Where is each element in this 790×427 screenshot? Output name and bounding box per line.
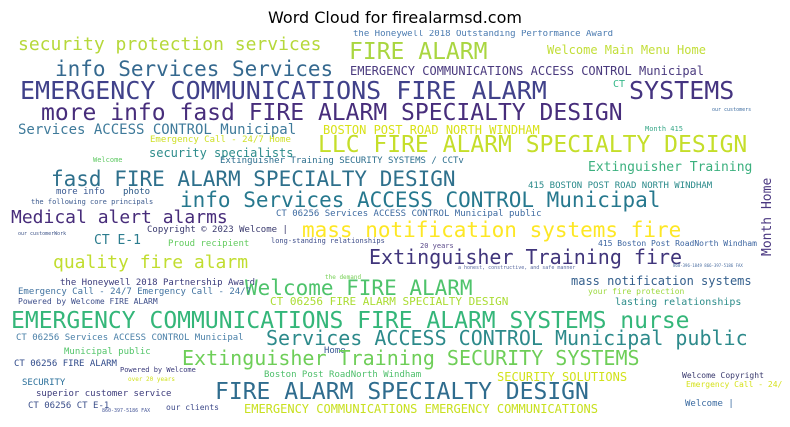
word: CT 06256 CT E-1: [28, 401, 110, 411]
word: superior customer service: [36, 389, 172, 399]
word: the Honeywell 2018 Outstanding Performan…: [353, 30, 614, 39]
word: EMERGENCY COMMUNICATIONS ACCESS CONTROL …: [350, 64, 705, 78]
word: your fire protection: [588, 287, 685, 296]
word: our customerWork: [18, 231, 67, 237]
word: a honest, constructive, and safe manner: [458, 265, 576, 271]
word: Welcome Copyright: [682, 371, 764, 380]
word: Extinguisher Training SECURITY SYSTEMS /…: [220, 156, 464, 166]
word: Services ACCESS CONTROL Municipal: [18, 122, 297, 138]
word: CT 06256 Services ACCESS CONTROL Municip…: [16, 333, 244, 343]
word: Extinguisher Training: [588, 160, 753, 175]
word: EMERGENCY COMMUNICATIONS FIRE ALARM SYST…: [11, 308, 690, 334]
word: Welcome: [93, 156, 123, 164]
word: quality fire alarm: [53, 252, 249, 273]
word: Welcome FIRE ALARM: [245, 276, 473, 300]
word: CT 06256 FIRE ALARM: [14, 359, 117, 369]
word: the Honeywell 2018 Partnership Award: [60, 278, 256, 288]
word: FIRE ALARM SPECIALTY DESIGN: [215, 379, 589, 405]
word: long-standing relationships: [271, 237, 385, 245]
word: EMERGENCY COMMUNICATIONS EMERGENCY COMMU…: [244, 402, 599, 416]
word: security specialists: [149, 146, 294, 160]
word: 415 BOSTON POST ROAD NORTH WINDHAM: [528, 181, 713, 191]
word: Services ACCESS CONTROL Municipal public: [266, 326, 748, 350]
word: SECURITY: [22, 378, 66, 388]
word: 415 Boston Post RoadNorth Windham: [598, 239, 757, 248]
word: mass notification systems: [571, 274, 752, 288]
word: Welcome Main Menu Home: [547, 43, 706, 57]
word: Copyright © 2023 Welcome |: [147, 225, 288, 235]
word: CT E-1: [94, 233, 141, 248]
word: 860-397-5186 FAX: [102, 408, 151, 414]
word: Extinguisher Training SECURITY SYSTEMS: [182, 346, 640, 370]
word: EMERGENCY COMMUNICATIONS FIRE ALARM: [20, 76, 547, 105]
word-cloud: the Honeywell 2018 Outstanding Performan…: [8, 30, 782, 421]
word: info Services Services: [55, 57, 334, 81]
word: mass notification systems fire: [302, 218, 682, 242]
word: lasting relationships: [615, 297, 742, 308]
word: the following core principals: [31, 198, 154, 206]
word: more info: [56, 187, 105, 197]
word: our clients: [166, 403, 219, 412]
word: more info fasd FIRE ALARM SPECIALTY DESI…: [41, 100, 623, 126]
word: fasd FIRE ALARM SPECIALTY DESIGN: [51, 167, 456, 191]
word: LLC FIRE ALARM SPECIALTY DESIGN: [318, 132, 748, 158]
word: 20 years: [420, 242, 454, 250]
word: Extinguisher Training fire: [369, 245, 683, 269]
word: Powered by Welcome FIRE ALARM: [18, 297, 158, 306]
word: CT 06256 Services ACCESS CONTROL Municip…: [276, 209, 542, 219]
word: FIRE ALARM: [349, 39, 488, 65]
word: photo: [123, 187, 151, 197]
word: over 20 years: [128, 376, 175, 383]
word: our customers: [712, 107, 752, 113]
word: Welcome |: [685, 399, 734, 409]
word: BOSTON POST ROAD NORTH WINDHAM: [323, 123, 540, 137]
word: Proud recipient: [168, 239, 250, 249]
chart-title: Word Cloud for firealarmsd.com: [268, 8, 522, 27]
word: Municipal public: [64, 347, 151, 357]
word: security protection services: [18, 34, 322, 55]
word: Powered by Welcome: [120, 366, 196, 374]
word: Emergency Call - 24/7 Home: [150, 135, 291, 145]
word: Home: [324, 346, 346, 356]
word: SYSTEMS: [629, 76, 735, 105]
word: Month 415: [645, 125, 683, 133]
word: Emergency Call - 24/7: [686, 380, 782, 389]
word: CT 06256 FIRE ALARM SPECIALTY DESIGN: [270, 295, 509, 308]
word: SECURITY SOLUTIONS: [497, 370, 628, 384]
word: CT: [613, 79, 626, 90]
word: 860-396-1849 866-397-5186 FAX: [673, 263, 743, 268]
word: the demand: [325, 274, 362, 281]
word: info Services ACCESS CONTROL Municipal: [180, 188, 661, 212]
word: Medical alert alarms: [11, 207, 228, 228]
word: Month Home: [760, 177, 775, 256]
word: Emergency Call - 24/7 Emergency Call - 2…: [18, 287, 251, 297]
word: Boston Post RoadNorth Windham: [264, 370, 422, 380]
